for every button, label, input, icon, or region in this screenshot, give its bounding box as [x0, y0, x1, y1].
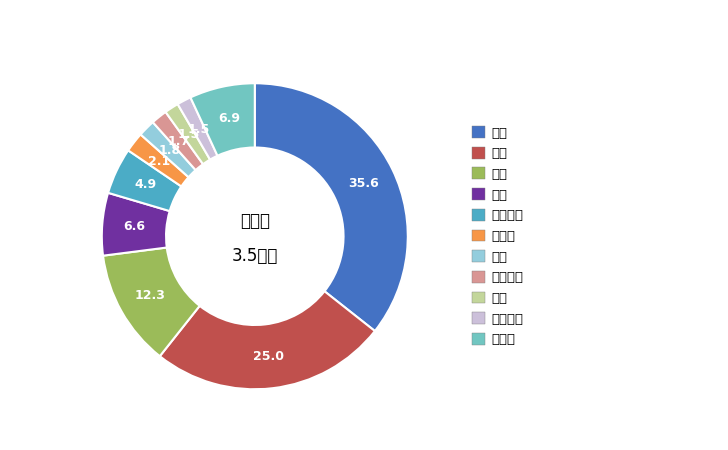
Text: 1.8: 1.8: [158, 144, 181, 158]
Text: 12.3: 12.3: [134, 289, 165, 302]
Wedge shape: [103, 248, 199, 356]
Wedge shape: [102, 193, 170, 256]
Wedge shape: [178, 98, 218, 160]
Wedge shape: [153, 112, 203, 170]
Text: 6.9: 6.9: [218, 112, 240, 125]
Text: 6.6: 6.6: [123, 220, 146, 233]
Text: 1.7: 1.7: [168, 135, 190, 148]
Text: 25.0: 25.0: [253, 350, 285, 363]
Text: 4.9: 4.9: [135, 178, 157, 191]
Wedge shape: [165, 104, 210, 164]
Wedge shape: [108, 150, 181, 211]
Wedge shape: [160, 291, 375, 389]
Wedge shape: [255, 83, 408, 331]
Wedge shape: [141, 122, 196, 177]
Legend: 中国, 米国, タイ, 台湾, オランダ, インド, 韓国, フランス, 豪州, ベルギー, その他: 中国, 米国, タイ, 台湾, オランダ, インド, 韓国, フランス, 豪州,…: [472, 126, 523, 346]
Wedge shape: [128, 135, 189, 186]
Text: 3.5億円: 3.5億円: [232, 247, 278, 265]
Text: 35.6: 35.6: [348, 177, 379, 190]
Text: 1.5: 1.5: [188, 122, 210, 135]
Text: 2.1: 2.1: [149, 155, 170, 168]
Text: 1.5: 1.5: [178, 128, 200, 141]
Text: 総　額: 総 額: [240, 212, 270, 230]
Wedge shape: [191, 83, 255, 156]
